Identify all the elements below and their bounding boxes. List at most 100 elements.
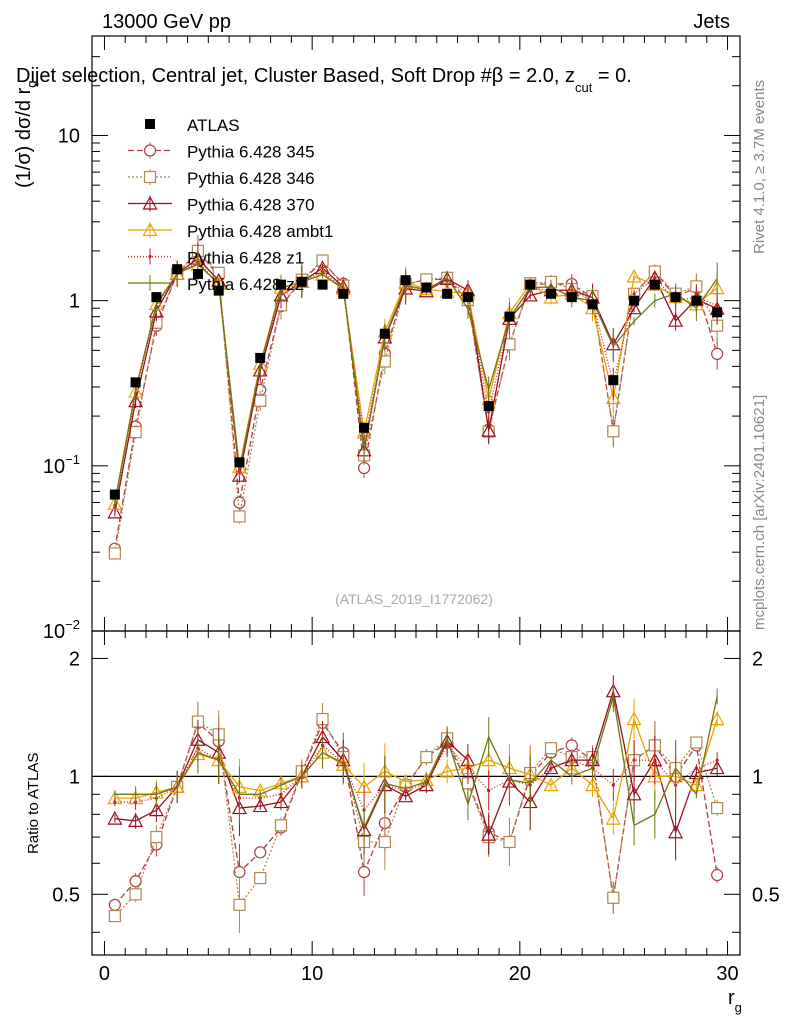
ratio-point — [481, 826, 497, 841]
series-point — [108, 547, 121, 560]
series-1 — [108, 234, 724, 933]
plot-title: Dijet selection, Central jet, Cluster Ba… — [16, 65, 632, 95]
data-point — [525, 279, 536, 290]
data-point — [276, 279, 286, 290]
ratio-point — [466, 766, 470, 770]
series-line-main — [114, 263, 718, 503]
ratio-point — [668, 824, 684, 839]
atlas-data — [109, 264, 723, 500]
series-point — [128, 393, 144, 408]
ratio-point — [711, 868, 724, 882]
series-point — [233, 496, 246, 509]
series-line-ratio — [114, 716, 718, 821]
series-point — [233, 510, 246, 523]
legend-label: Pythia 6.428 ambt1 — [187, 222, 333, 241]
data-point — [379, 328, 390, 339]
data-point — [483, 401, 494, 412]
data-point — [546, 288, 556, 299]
series-point — [668, 312, 684, 327]
ratio-point — [107, 810, 123, 825]
ratio-point — [129, 888, 142, 901]
ratio-point — [279, 792, 283, 796]
ratio-point — [626, 786, 642, 801]
ratio-tick-label: 0.5 — [52, 884, 80, 906]
series-line-main — [114, 263, 718, 504]
ratio-point — [148, 802, 164, 817]
ratio-point — [585, 777, 601, 792]
series-point — [632, 292, 636, 296]
series-line-ratio — [114, 717, 718, 917]
legend-label: Pythia 6.428 370 — [187, 196, 315, 215]
ratio-point — [711, 801, 724, 815]
ratio-point — [481, 752, 497, 767]
ratio-tick-label: 1 — [69, 766, 80, 788]
legend-label-atlas: ATLAS — [187, 116, 240, 135]
ratio-tick-label-right: 1 — [752, 766, 763, 788]
data-point — [172, 264, 183, 275]
plot-title-main: Dijet selection, Central jet, Cluster Ba… — [16, 65, 575, 87]
series-point — [522, 287, 538, 302]
ratio-tick-label: 2 — [69, 648, 80, 670]
ratio-point — [549, 766, 553, 770]
plot-title-sub: cut — [575, 80, 593, 95]
series-line-ratio — [114, 690, 718, 837]
series-point — [607, 425, 620, 438]
data-point — [109, 489, 120, 500]
data-point — [608, 375, 619, 386]
data-point — [712, 307, 723, 318]
ratio-point — [607, 891, 620, 904]
data-point — [192, 268, 203, 279]
data-point — [462, 292, 473, 303]
y-axis-title-ratio: Ratio to ATLAS — [25, 753, 42, 854]
series-point — [626, 268, 642, 283]
energy-label: 13000 GeV pp — [102, 11, 231, 33]
ratio-point — [108, 909, 121, 923]
mcplots-label: mcplots.cern.ch [arXiv:2401.10621] — [751, 395, 768, 630]
ratio-point — [108, 898, 121, 911]
x-axis-title: rg — [728, 987, 742, 1015]
ratio-point — [709, 760, 725, 775]
series-line-main — [114, 249, 718, 554]
legend-marker — [142, 195, 158, 210]
ratio-point — [709, 711, 725, 726]
ratio-point — [632, 758, 636, 762]
x-tick-label: 10 — [301, 963, 323, 985]
ratio-point — [357, 865, 371, 879]
ratio-point — [273, 794, 289, 809]
ratio-point — [274, 819, 288, 832]
series-point — [711, 347, 724, 360]
ratio-point — [233, 898, 246, 911]
legend-marker-atlas — [145, 119, 155, 129]
series-2 — [107, 242, 725, 861]
legend-label: Pythia 6.428 345 — [187, 143, 315, 162]
legend-label: Pythia 6.428 346 — [187, 169, 315, 188]
ratio-point — [653, 758, 657, 762]
series-point — [129, 425, 142, 439]
data-point — [296, 276, 307, 287]
series-point — [653, 276, 657, 280]
ratio-point — [626, 711, 642, 726]
series-point — [715, 303, 719, 308]
legend-label: Pythia 6.428 z2 — [187, 275, 304, 294]
ratio-tick-label-right: 2 — [752, 648, 763, 670]
y-tick-label: 10 — [58, 125, 80, 147]
data-point — [338, 288, 349, 299]
data-point — [504, 311, 515, 322]
series-line-main — [114, 250, 718, 549]
ratio-point — [398, 788, 414, 803]
series-line-ratio — [114, 744, 718, 812]
series-3 — [107, 248, 725, 835]
series-0 — [108, 235, 724, 914]
series-line-main — [114, 257, 718, 513]
legend-marker — [143, 170, 157, 184]
ratio-point — [715, 758, 719, 762]
series-point — [254, 394, 267, 407]
ratio-point — [254, 846, 267, 859]
analysis-watermark: (ATLAS_2019_I1772062) — [335, 591, 493, 607]
data-point — [587, 299, 598, 310]
ratio-point — [544, 742, 558, 755]
data-point — [442, 288, 453, 299]
x-tick-label: 0 — [99, 963, 110, 985]
y-axis-title-main: (1/σ) dσ/d rg — [13, 81, 39, 189]
